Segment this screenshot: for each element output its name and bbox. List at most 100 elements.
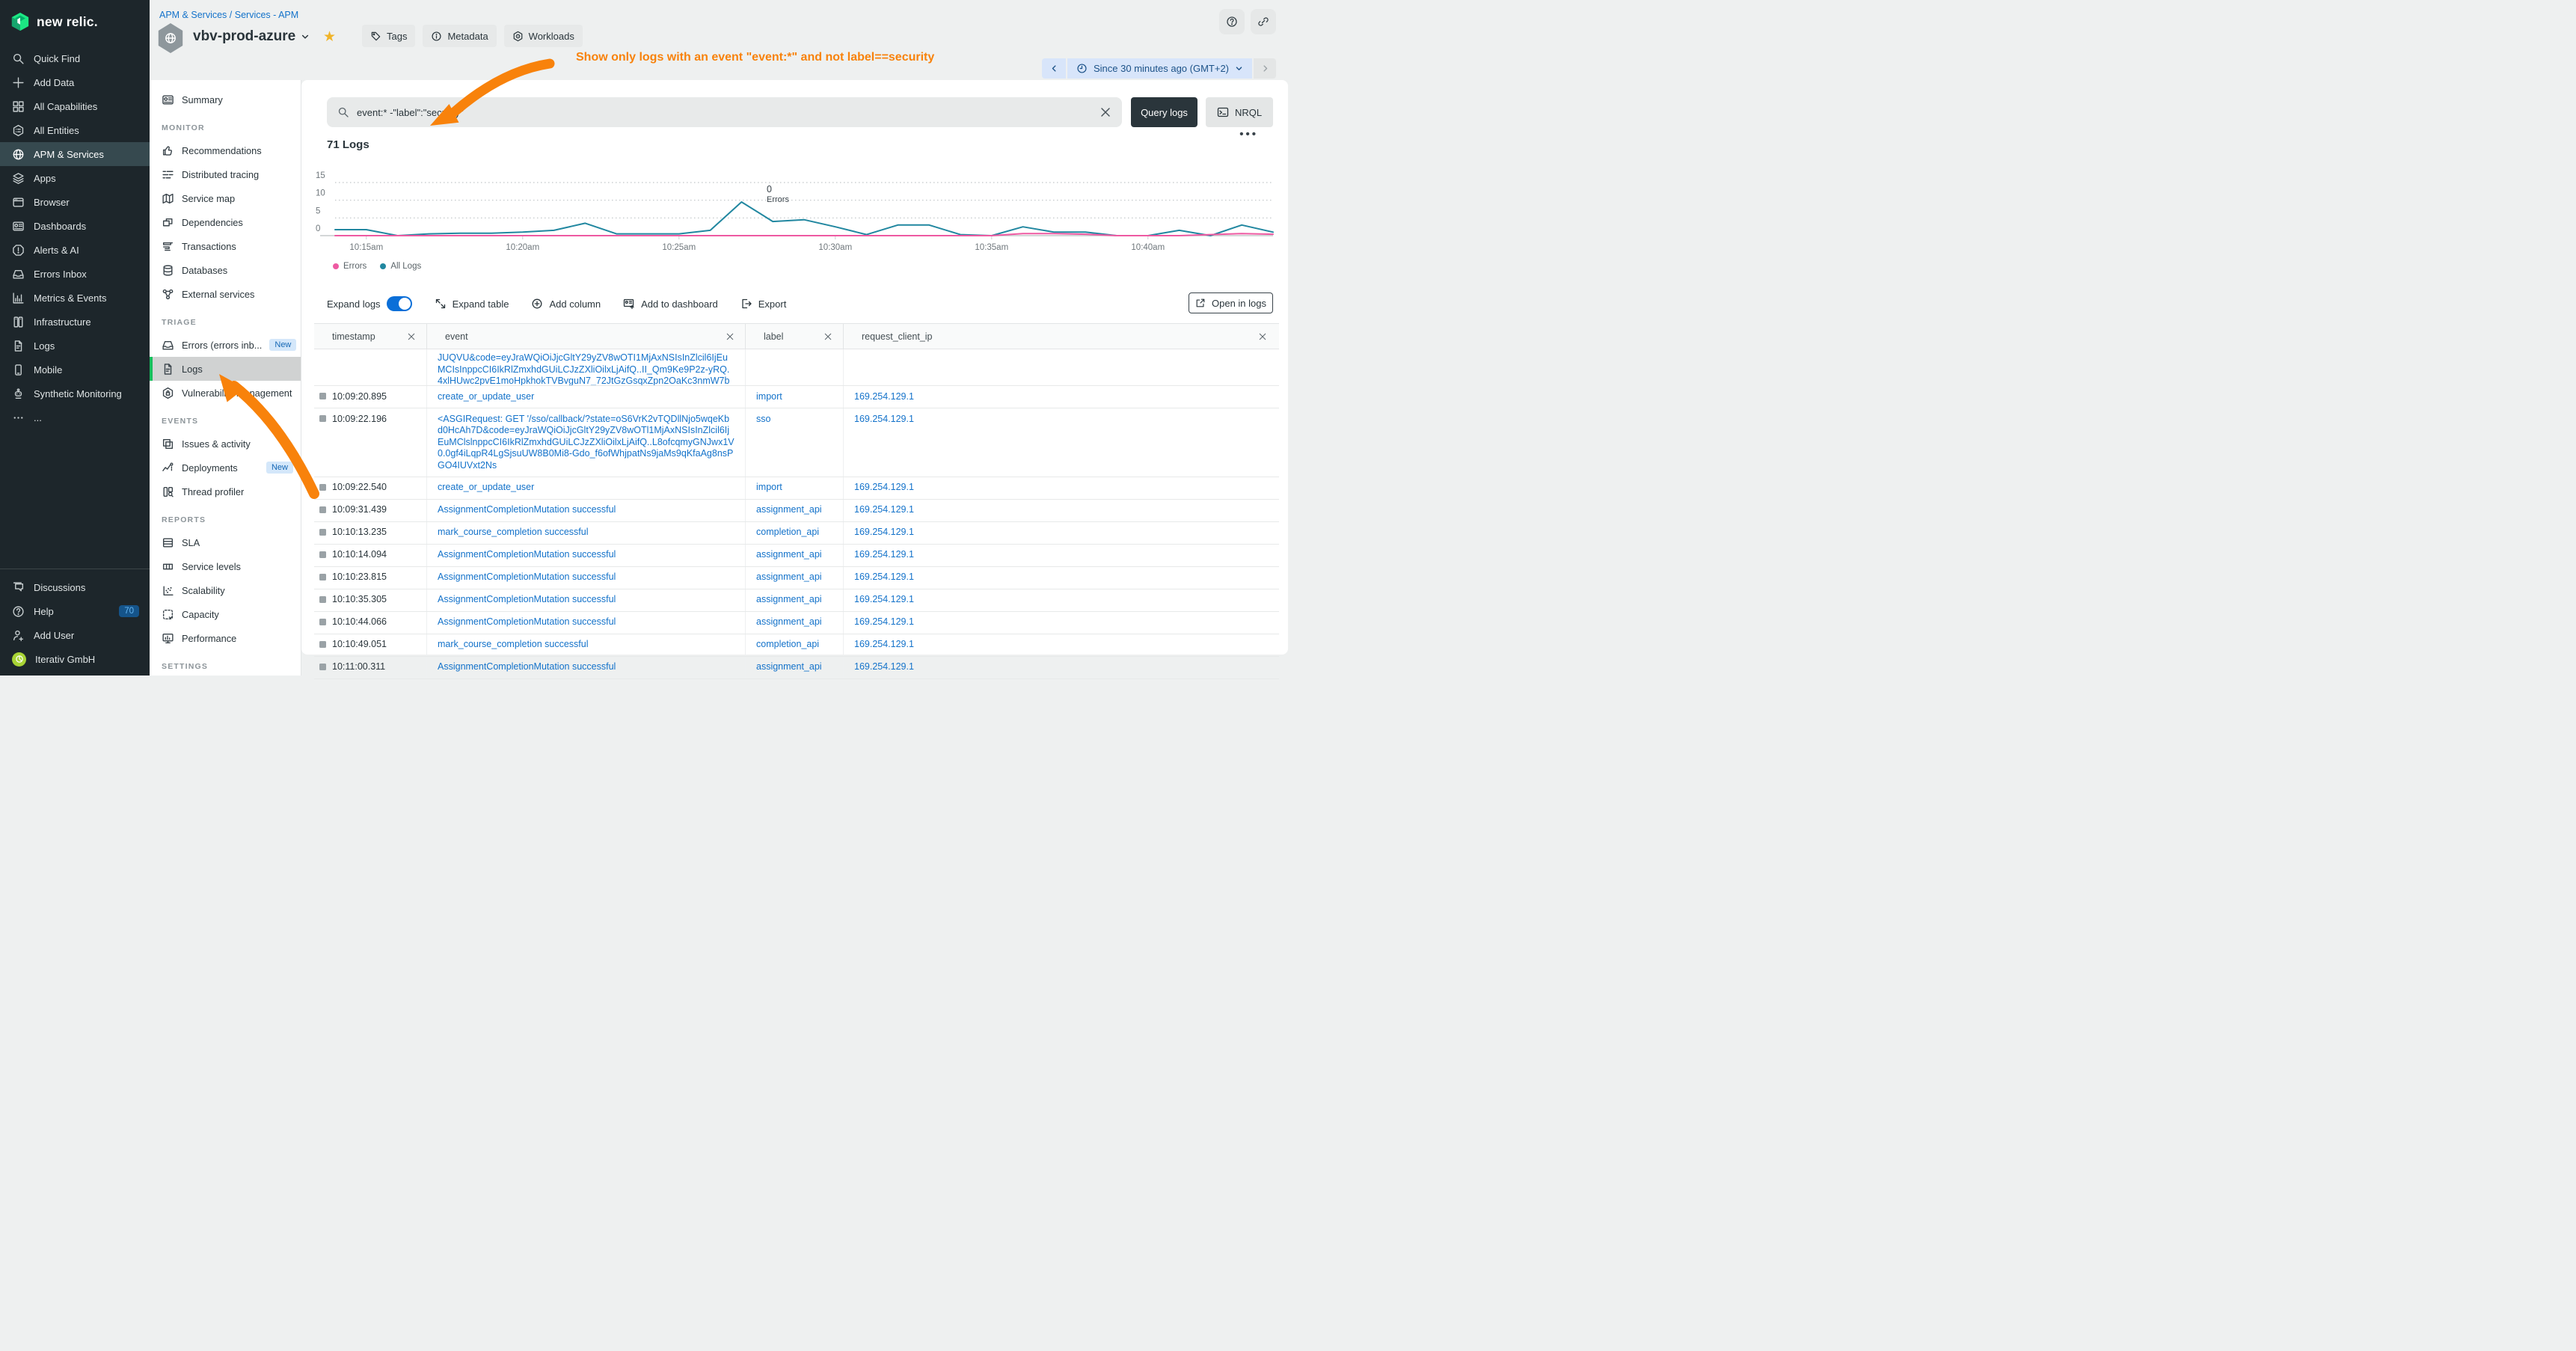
toggle-on[interactable] — [386, 296, 412, 311]
service-nav-performance[interactable]: Performance — [150, 626, 301, 650]
label-link[interactable]: import — [756, 390, 782, 402]
label-link[interactable]: assignment_api — [756, 572, 822, 582]
table-row[interactable]: 10:10:23.815 AssignmentCompletionMutation… — [314, 566, 1279, 589]
sidebar-item-all-entities[interactable]: All Entities — [0, 118, 150, 142]
row-expand-square[interactable] — [319, 393, 326, 399]
event-link[interactable]: mark_course_completion successful — [438, 527, 589, 537]
label-link[interactable]: completion_api — [756, 527, 820, 537]
table-row[interactable]: 10:10:49.051 mark_course_completion succe… — [314, 634, 1279, 657]
help-button[interactable] — [1219, 9, 1245, 34]
label-link[interactable]: import — [756, 482, 782, 492]
service-nav-errors-inbox[interactable]: Errors (errors inb... New — [150, 333, 301, 357]
workloads-chip[interactable]: Workloads — [503, 25, 583, 47]
row-expand-square[interactable] — [319, 640, 326, 648]
remove-column-icon[interactable] — [726, 332, 735, 341]
column-header-request-client-ip[interactable]: request_client_ip — [844, 324, 1279, 349]
remove-column-icon[interactable] — [407, 332, 416, 341]
column-header-label[interactable]: label — [746, 324, 844, 349]
ip-link[interactable]: 169.254.129.1 — [854, 639, 914, 649]
row-expand-square[interactable] — [319, 415, 326, 422]
ip-link[interactable]: 169.254.129.1 — [854, 549, 914, 560]
service-nav-issues-activity[interactable]: Issues & activity — [150, 432, 301, 456]
ip-link[interactable]: 169.254.129.1 — [854, 482, 914, 492]
sidebar-item-apm-services[interactable]: APM & Services — [0, 142, 150, 166]
ip-link[interactable]: 169.254.129.1 — [854, 616, 914, 627]
service-nav-thread-profiler[interactable]: Thread profiler — [150, 480, 301, 503]
label-link[interactable]: sso — [756, 413, 771, 424]
expand-logs-toggle[interactable]: Expand logs — [327, 296, 412, 311]
nrql-button[interactable]: NRQL — [1206, 97, 1273, 127]
time-range-button[interactable]: Since 30 minutes ago (GMT+2) — [1067, 58, 1252, 79]
sidebar-item-infrastructure[interactable]: Infrastructure — [0, 310, 150, 334]
sidebar-item-quick-find[interactable]: Quick Find — [0, 46, 150, 70]
open-in-logs-button[interactable]: Open in logs — [1189, 292, 1273, 313]
label-link[interactable]: assignment_api — [756, 594, 822, 604]
sidebar-item-alerts-ai[interactable]: Alerts & AI — [0, 238, 150, 262]
service-nav-service-levels[interactable]: Service levels — [150, 554, 301, 578]
add-to-dashboard-button[interactable]: Add to dashboard — [623, 298, 718, 310]
row-expand-square[interactable] — [319, 595, 326, 603]
ip-link[interactable]: 169.254.129.1 — [854, 413, 914, 424]
sidebar-item-more[interactable]: ... — [0, 405, 150, 429]
service-nav-recommendations[interactable]: Recommendations — [150, 138, 301, 162]
sidebar-item-discussions[interactable]: Discussions — [0, 575, 150, 599]
row-expand-square[interactable] — [319, 573, 326, 580]
logs-chart[interactable]: 0 5 10 15 10:15am 10:20am 10:25am 10:30am 10:35a… — [313, 168, 1278, 256]
time-back-button[interactable] — [1042, 58, 1066, 79]
metadata-chip[interactable]: Metadata — [423, 25, 497, 47]
row-expand-square[interactable] — [319, 663, 326, 670]
service-nav-summary[interactable]: Summary — [150, 88, 301, 111]
query-logs-button[interactable]: Query logs — [1131, 97, 1197, 127]
sidebar-item-logs[interactable]: Logs — [0, 334, 150, 358]
sidebar-item-add-user[interactable]: Add User — [0, 623, 150, 647]
event-link[interactable]: JUQVU&code=eyJraWQiOiJjcGltY29yZV8wOTI1M… — [438, 352, 730, 386]
table-row[interactable]: 10:10:14.094 AssignmentCompletionMutation… — [314, 544, 1279, 567]
add-column-button[interactable]: Add column — [531, 298, 601, 310]
sidebar-item-all-capabilities[interactable]: All Capabilities — [0, 94, 150, 118]
entity-title[interactable]: vbv-prod-azure — [193, 28, 310, 45]
breadcrumb-link-services[interactable]: Services - APM — [234, 10, 299, 20]
service-nav-databases[interactable]: Databases — [150, 258, 301, 282]
legend-item-all-logs[interactable]: All Logs — [380, 262, 421, 271]
clear-query-icon[interactable] — [1100, 106, 1111, 118]
service-nav-logs[interactable]: Logs — [150, 357, 301, 381]
row-expand-square[interactable] — [319, 551, 326, 558]
sidebar-item-synthetic-monitoring[interactable]: Synthetic Monitoring — [0, 382, 150, 405]
event-link[interactable]: AssignmentCompletionMutation successful — [438, 616, 616, 627]
service-nav-scalability[interactable]: Scalability — [150, 578, 301, 602]
log-query-input[interactable] — [357, 106, 1092, 118]
event-link[interactable]: AssignmentCompletionMutation successful — [438, 661, 616, 672]
row-expand-square[interactable] — [319, 506, 326, 513]
ip-link[interactable]: 169.254.129.1 — [854, 661, 914, 672]
ip-link[interactable]: 169.254.129.1 — [854, 504, 914, 515]
label-link[interactable]: assignment_api — [756, 549, 822, 560]
service-nav-external-services[interactable]: External services — [150, 282, 301, 306]
sidebar-item-dashboards[interactable]: Dashboards — [0, 214, 150, 238]
table-row[interactable]: 10:09:22.540 create_or_update_user import 1… — [314, 477, 1279, 500]
sidebar-item-help[interactable]: Help 70 — [0, 599, 150, 623]
row-expand-square[interactable] — [319, 528, 326, 536]
legend-item-errors[interactable]: Errors — [333, 262, 367, 271]
panel-menu-icon[interactable]: ••• — [1239, 128, 1258, 141]
service-nav-distributed-tracing[interactable]: Distributed tracing — [150, 162, 301, 186]
column-header-event[interactable]: event — [427, 324, 746, 349]
favorite-star-icon[interactable]: ★ — [323, 29, 337, 45]
ip-link[interactable]: 169.254.129.1 — [854, 527, 914, 537]
label-link[interactable]: assignment_api — [756, 616, 822, 627]
table-row[interactable]: 10:10:44.066 AssignmentCompletionMutation… — [314, 611, 1279, 634]
expand-table-button[interactable]: Expand table — [435, 298, 509, 310]
sidebar-item-mobile[interactable]: Mobile — [0, 358, 150, 382]
event-link[interactable]: AssignmentCompletionMutation successful — [438, 549, 616, 560]
table-row[interactable]: 10:09:22.196 <ASGIRequest: GET '/sso/call… — [314, 408, 1279, 477]
remove-column-icon[interactable] — [1258, 332, 1267, 341]
event-link[interactable]: create_or_update_user — [438, 482, 535, 492]
service-nav-vulnerability-management[interactable]: Vulnerability Management — [150, 381, 301, 405]
table-row[interactable]: JUQVU&code=eyJraWQiOiJjcGltY29yZV8wOTI1M… — [314, 349, 1279, 386]
sidebar-item-account[interactable]: Iterativ GmbH — [0, 647, 150, 671]
sidebar-item-metrics-events[interactable]: Metrics & Events — [0, 286, 150, 310]
event-link[interactable]: AssignmentCompletionMutation successful — [438, 504, 616, 515]
table-row[interactable]: 10:09:31.439 AssignmentCompletionMutation… — [314, 499, 1279, 522]
table-row[interactable]: 10:10:13.235 mark_course_completion succe… — [314, 521, 1279, 545]
label-link[interactable]: assignment_api — [756, 661, 822, 672]
table-row[interactable]: 10:09:20.895 create_or_update_user import 1… — [314, 386, 1279, 408]
